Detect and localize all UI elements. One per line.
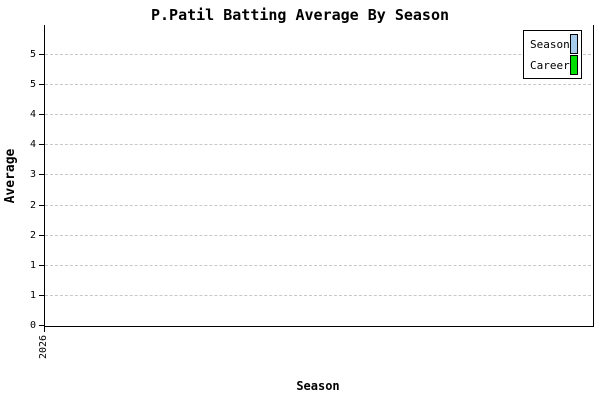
y-tick-mark — [39, 84, 45, 85]
legend-label: Season — [530, 37, 570, 51]
chart-title: P.Patil Batting Average By Season — [150, 6, 449, 24]
y-tick-label: 1 — [29, 260, 36, 271]
y-tick-label: 3 — [29, 169, 36, 180]
y-tick-label: 2 — [29, 200, 36, 211]
y-tick-label: 2 — [29, 230, 36, 241]
gridline — [45, 114, 591, 115]
y-tick-label: 5 — [29, 79, 36, 90]
gridline — [45, 84, 591, 85]
gridline — [45, 265, 591, 266]
y-tick-mark — [39, 174, 45, 175]
gridline — [45, 235, 591, 236]
y-tick-mark — [39, 144, 45, 145]
y-tick-mark — [39, 114, 45, 115]
gridline — [45, 174, 591, 175]
y-tick-mark — [39, 235, 45, 236]
y-tick-label: 5 — [29, 49, 36, 60]
y-tick-label: 1 — [29, 290, 36, 301]
x-tick-label: 2026 — [38, 334, 49, 360]
y-tick-mark — [39, 265, 45, 266]
y-tick-mark — [39, 295, 45, 296]
gridline — [45, 54, 591, 55]
x-axis-title: Season — [296, 379, 340, 393]
legend-swatch-career — [569, 55, 578, 75]
legend-row-career: Career — [530, 55, 578, 75]
y-tick-label: 4 — [29, 109, 36, 120]
y-tick-mark — [39, 325, 45, 326]
gridline — [45, 295, 591, 296]
plot-area — [39, 25, 594, 332]
legend: Season Career — [523, 30, 582, 79]
legend-swatch-season — [569, 34, 578, 54]
gridline — [45, 144, 591, 145]
x-tick-mark — [44, 326, 45, 332]
y-tick-label: 4 — [29, 139, 36, 150]
y-tick-mark — [39, 54, 45, 55]
gridline — [45, 205, 591, 206]
legend-row-season: Season — [530, 34, 578, 54]
y-tick-mark — [39, 205, 45, 206]
legend-label: Career — [530, 58, 570, 72]
y-tick-label: 0 — [29, 320, 36, 331]
